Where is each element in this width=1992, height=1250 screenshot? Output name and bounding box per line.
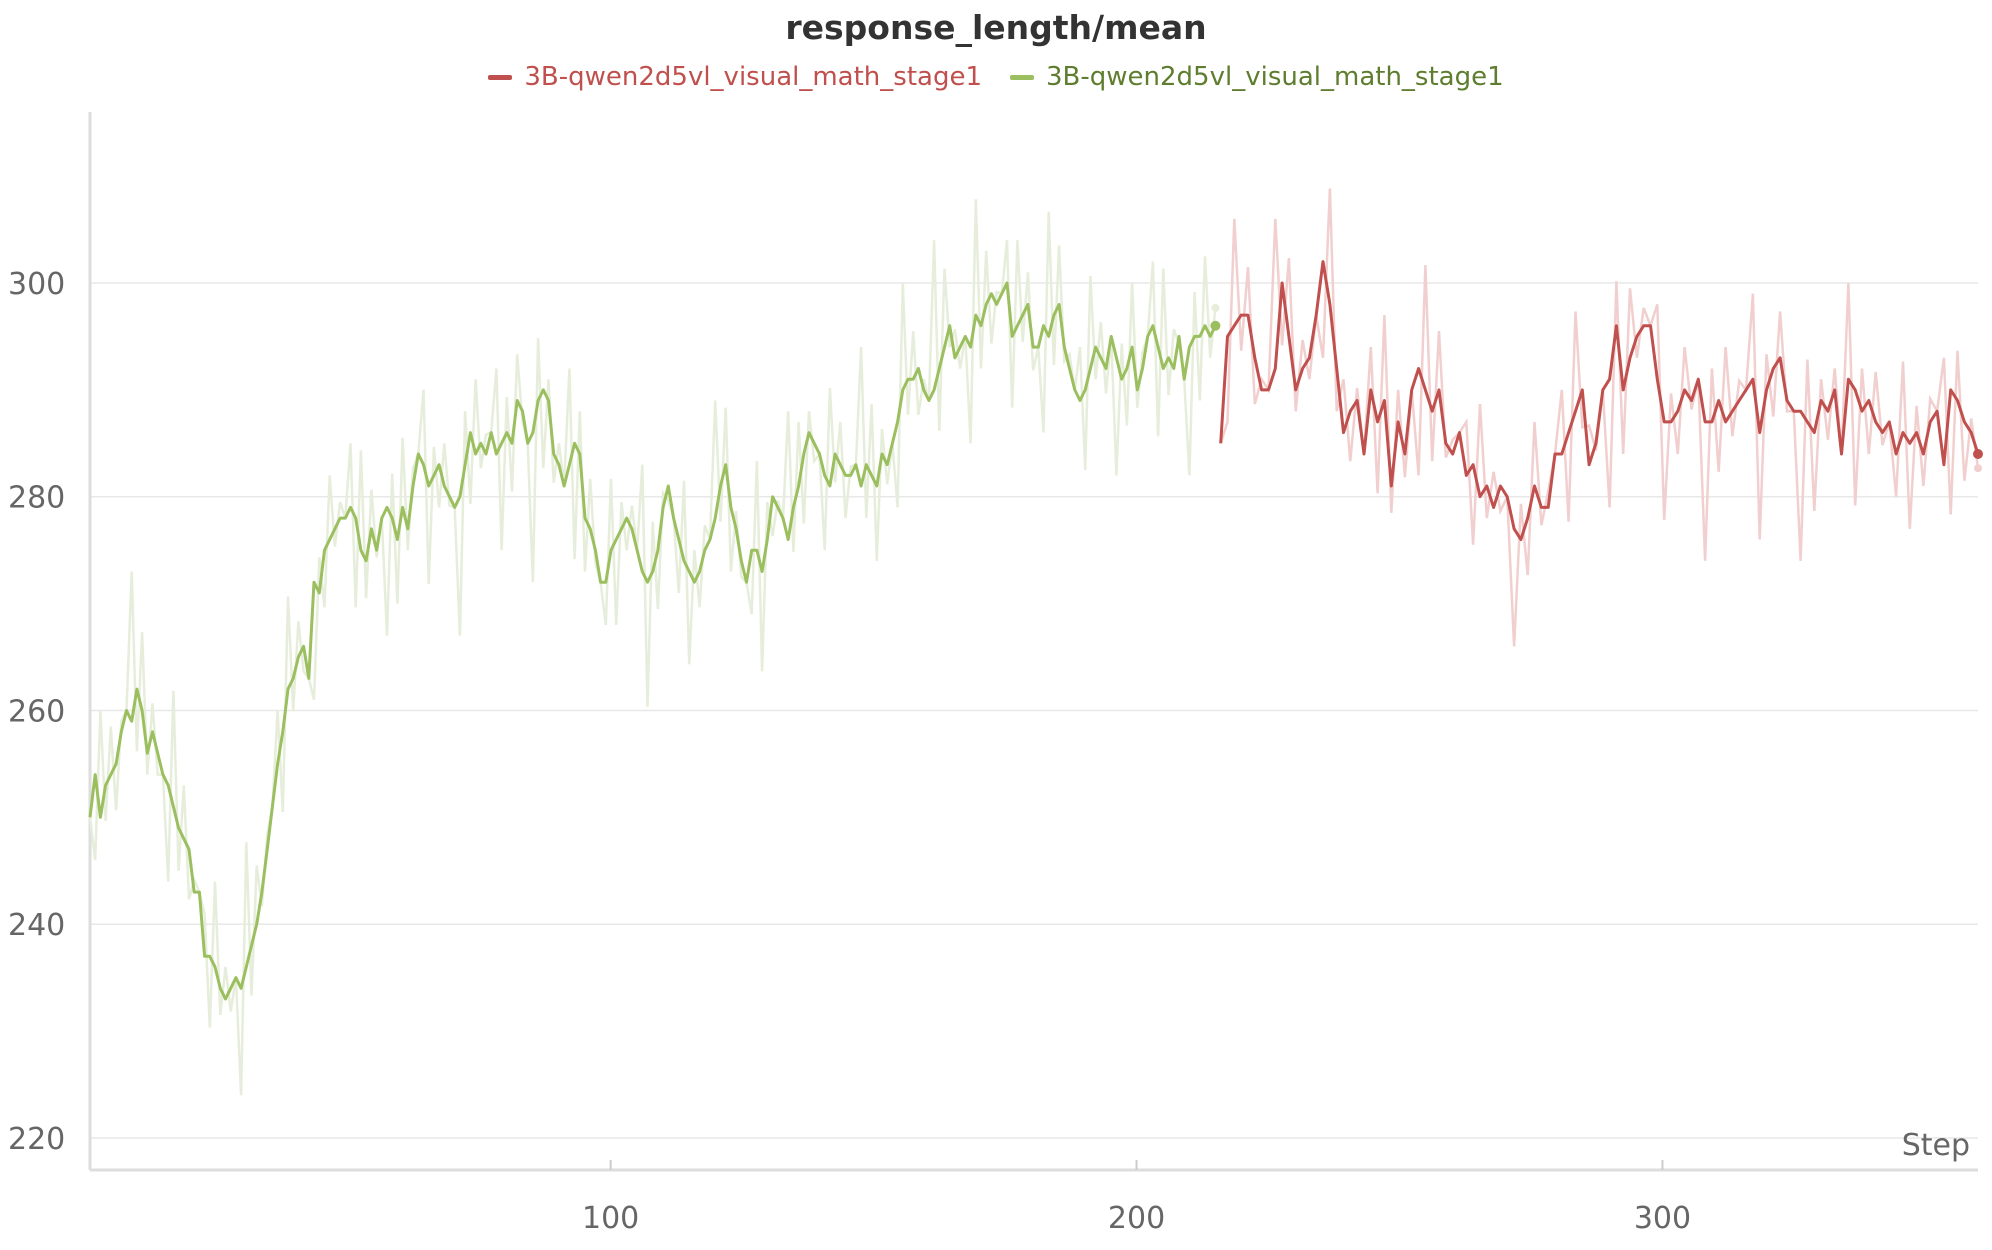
series-line-green: [88, 281, 1217, 1001]
legend-label-red: 3B-qwen2d5vl_visual_math_stage1: [524, 62, 982, 92]
chart-title: response_length/mean: [785, 8, 1207, 47]
y-tick-label: 280: [8, 481, 65, 516]
x-tick-label: 200: [1108, 1201, 1165, 1236]
legend-swatch-red: [488, 74, 513, 80]
x-axis-label: Step: [1902, 1128, 1970, 1163]
series-raw-line-green: [88, 199, 1217, 1096]
y-tick-label: 220: [8, 1122, 65, 1157]
series-end-point-green: [1210, 320, 1221, 331]
legend-item-red[interactable]: 3B-qwen2d5vl_visual_math_stage1: [488, 62, 982, 92]
y-tick-label: 260: [8, 694, 65, 729]
legend: 3B-qwen2d5vl_visual_math_stage1 3B-qwen2…: [0, 62, 1992, 92]
legend-label-green: 3B-qwen2d5vl_visual_math_stage1: [1046, 62, 1504, 92]
series-end-point-red: [1973, 448, 1983, 459]
legend-swatch-green: [1010, 74, 1034, 80]
y-tick-label: 240: [8, 908, 65, 943]
legend-item-green[interactable]: 3B-qwen2d5vl_visual_math_stage1: [1010, 62, 1504, 92]
series-raw-end-point-red: [1974, 464, 1982, 473]
x-tick-label: 300: [1634, 1201, 1691, 1236]
series-raw-end-point-green: [1211, 303, 1220, 312]
y-tick-label: 300: [8, 267, 65, 302]
x-tick-label: 100: [582, 1201, 639, 1236]
series-line-red: [1219, 260, 1980, 541]
